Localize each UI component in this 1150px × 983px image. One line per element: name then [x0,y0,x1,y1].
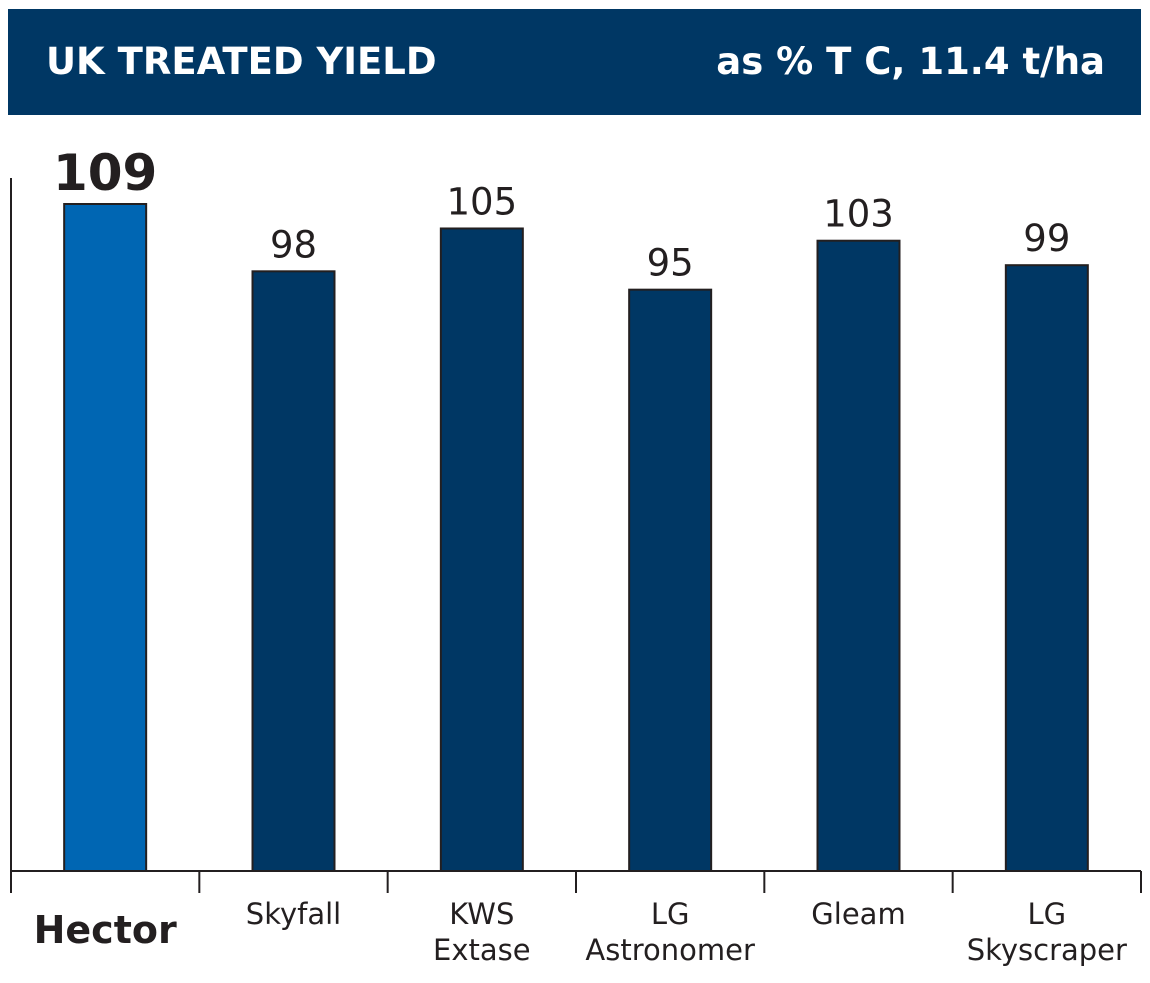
category-label-3: LG Astronomer [585,897,755,967]
bar-5 [1004,264,1089,872]
bar-0 [63,203,148,872]
category-label-1: Skyfall [246,897,341,931]
value-label-0: 109 [53,144,157,202]
chart-subtitle: as % T C, 11.4 t/ha [716,40,1105,83]
chart-header: UK TREATED YIELD as % T C, 11.4 t/ha [8,9,1141,115]
category-label-5: LG Skyscraper [967,897,1127,967]
category-label-0: Hector [34,908,177,952]
value-label-4: 103 [823,193,894,236]
chart-title: UK TREATED YIELD [46,40,437,83]
category-label-2: KWS Extase [433,897,531,967]
bar-3 [628,288,713,872]
bar-1 [251,270,336,872]
value-label-2: 105 [447,180,518,223]
value-label-3: 95 [647,242,694,285]
value-label-1: 98 [270,223,317,266]
value-label-5: 99 [1023,217,1070,260]
category-label-4: Gleam [811,897,905,931]
bar-4 [816,239,901,873]
bar-2 [439,227,524,873]
